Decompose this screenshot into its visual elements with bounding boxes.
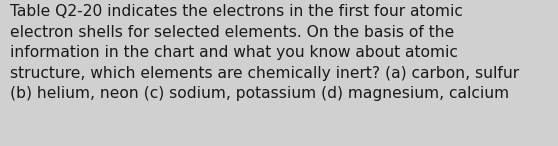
Text: Table Q2-20 indicates the electrons in the first four atomic
electron shells for: Table Q2-20 indicates the electrons in t… — [10, 4, 519, 101]
